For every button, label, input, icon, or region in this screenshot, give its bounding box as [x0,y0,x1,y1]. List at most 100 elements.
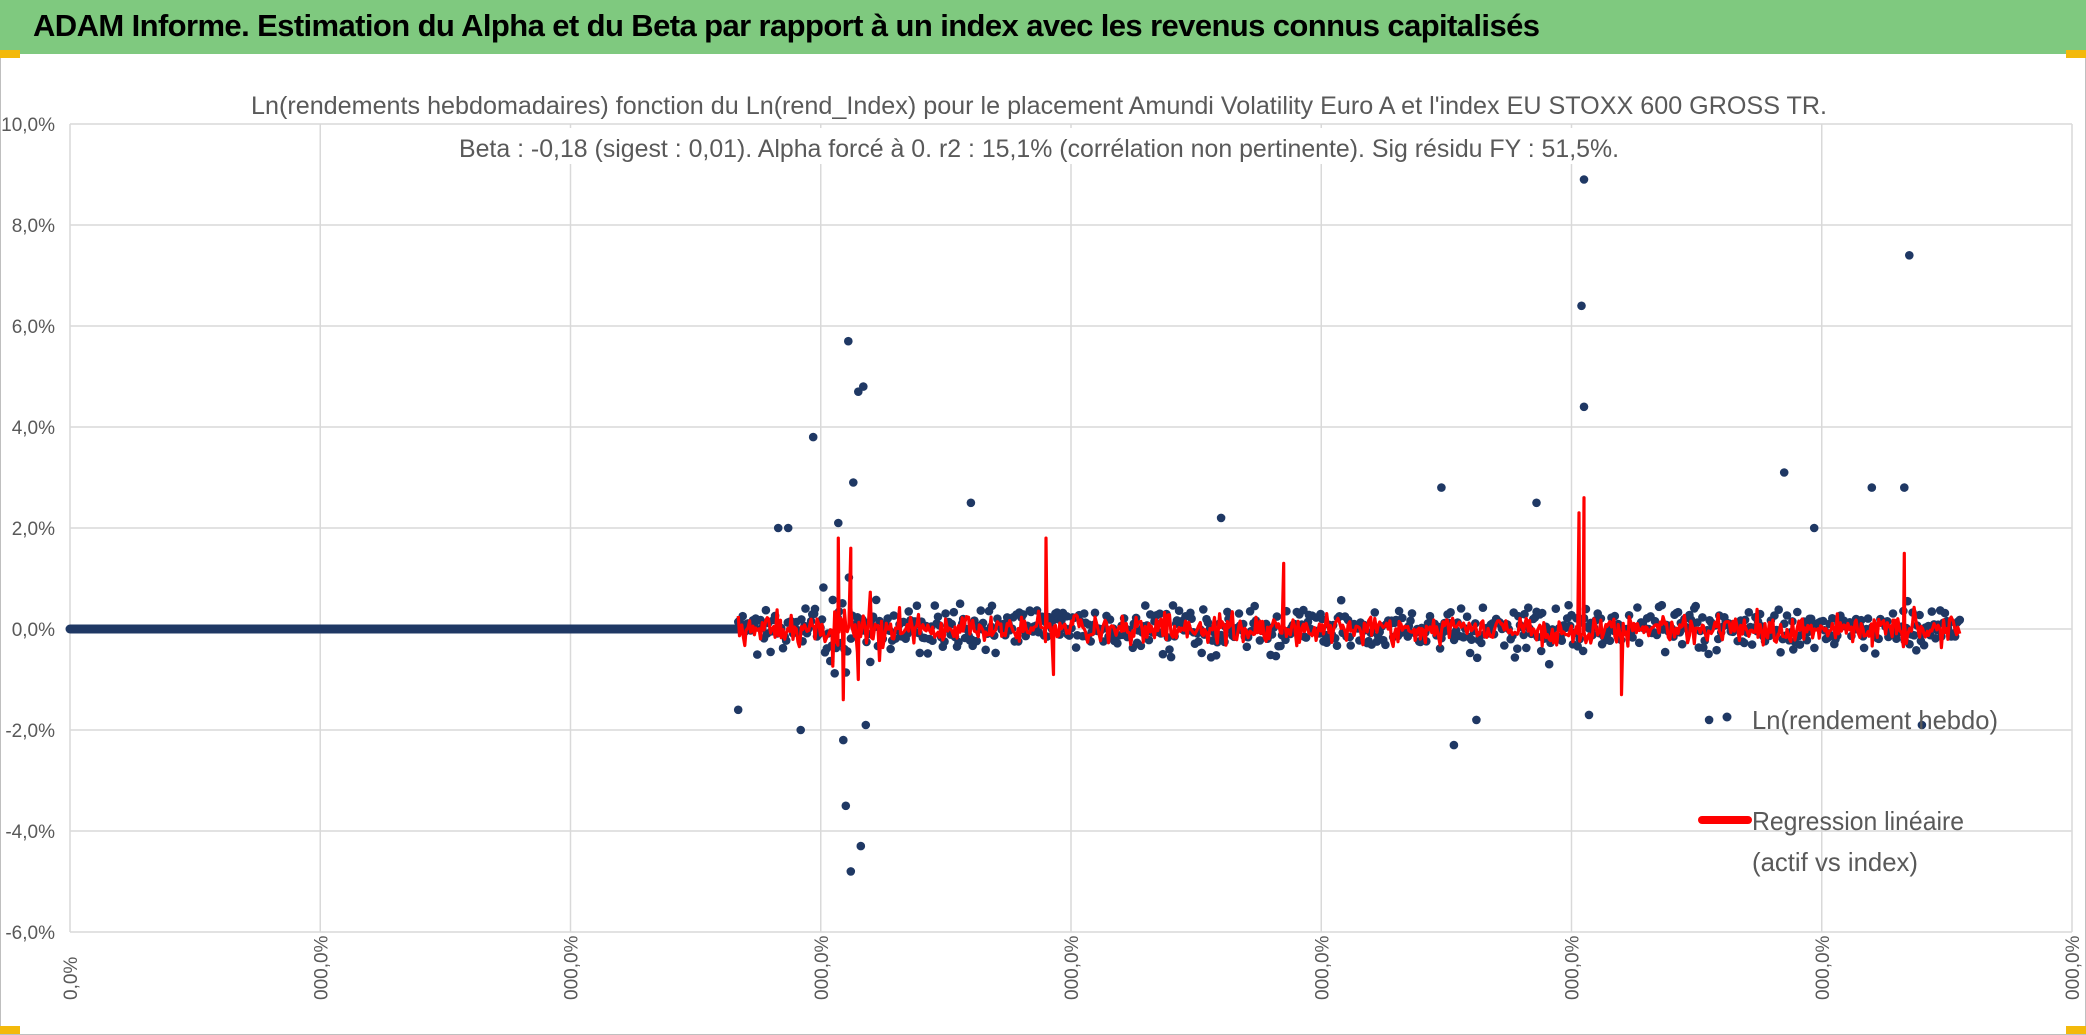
data-point [1513,644,1522,653]
data-point [1740,638,1749,648]
data-point [830,669,839,678]
data-point [889,611,899,620]
data-point [1155,609,1165,618]
data-point [1892,634,1901,643]
data-point [797,615,806,624]
outlier-point [1577,301,1586,311]
x-axis-ticks: 0,0% 000,0% 000,0% 000,0% 000,0% 000,0% 000,0%… [61,935,2084,1000]
data-point [1871,649,1880,658]
data-point [1346,641,1355,650]
data-point [1915,610,1924,620]
data-point [801,604,810,613]
y-tick-label: -4,0% [5,822,55,843]
data-point [1071,643,1081,652]
outlier-point [1437,483,1446,492]
x-tick-label: 0,0% [61,957,82,1000]
data-point [912,601,922,610]
title-bg-2 [450,128,1630,164]
x-tick-label: 000,0% [812,935,833,1000]
data-point [1859,643,1869,653]
legend-label-regression-2: (actif vs index) [1752,847,1918,877]
data-point [1564,600,1573,610]
outlier-point [849,478,858,487]
data-point [1537,608,1547,618]
data-point [1394,606,1404,616]
y-tick-label: -6,0% [5,923,55,944]
legend-label-points: Ln(rendement hebdo) [1752,705,1998,735]
outlier-point [796,725,805,735]
data-point [1465,648,1475,658]
corner-marker [2066,50,2086,58]
data-point [1519,630,1528,640]
data-point [1628,633,1637,642]
data-point [778,643,788,653]
data-point [1211,651,1221,660]
data-point [817,615,827,624]
data-point [1633,603,1642,612]
data-point [949,607,959,617]
data-point [1712,645,1721,655]
data-point [1370,608,1380,617]
data-point [1927,607,1937,616]
data-point [1223,607,1232,617]
y-tick-label: 2,0% [12,519,55,540]
y-tick-label: 8,0% [12,216,55,237]
data-point [1197,648,1206,658]
outlier-point [773,523,783,533]
corner-marker [2066,1026,2086,1034]
data-point [1888,609,1898,618]
y-axis-ticks: 10,0% 8,0% 6,0% 4,0% 2,0% 0,0% -2,0% -4,0% -6,0% [1,115,55,944]
data-point [1677,639,1687,649]
outlier-point [1532,498,1541,508]
data-point [1634,638,1644,648]
data-point [941,609,950,618]
data-point [915,648,925,658]
data-point [1301,633,1311,642]
data-point [1281,635,1290,645]
outlier-point [733,705,743,715]
data-point [1113,639,1122,648]
data-point [1536,646,1546,656]
x-tick-label: 000,0% [1813,935,1834,1000]
outlier-point [834,518,843,528]
data-point [1234,609,1244,618]
data-point [1477,638,1486,648]
data-point [1793,607,1802,617]
outlier-point [1917,720,1927,730]
x-tick-label: 000,0% [1312,935,1333,1000]
data-point [738,611,747,621]
legend: Ln(rendement hebdo) Regression linéaire … [1698,705,1998,877]
data-point [987,601,997,611]
outlier-point [1472,715,1481,725]
data-point [1332,641,1342,650]
y-tick-label: 10,0% [1,115,55,136]
title-bg-1 [250,86,1830,122]
data-point [1317,614,1327,624]
data-point [955,599,965,608]
data-point [1776,648,1785,657]
chart-title-line-2: Beta : -0,18 (sigest : 0,01). Alpha forc… [459,135,1619,163]
corner-marker [0,1026,20,1034]
data-point [761,605,771,615]
data-point [810,604,820,614]
outlier-point [1809,523,1819,533]
x-tick-label: 000,0% [311,935,332,1000]
y-tick-label: -2,0% [5,721,55,742]
y-tick-label: 6,0% [12,317,55,338]
outlier-point [861,720,871,730]
outlier-point [1704,715,1714,725]
data-point [1336,595,1346,605]
y-tick-label: 0,0% [12,620,55,641]
data-point [819,583,828,592]
data-point [1174,606,1184,615]
data-point [933,612,943,622]
data-point [1789,645,1798,654]
data-point [886,644,895,654]
outlier-point [844,336,853,346]
data-point [1698,613,1707,622]
data-point [923,649,933,658]
data-point [828,595,838,605]
outlier-point [1779,468,1789,477]
data-point [1863,614,1873,623]
